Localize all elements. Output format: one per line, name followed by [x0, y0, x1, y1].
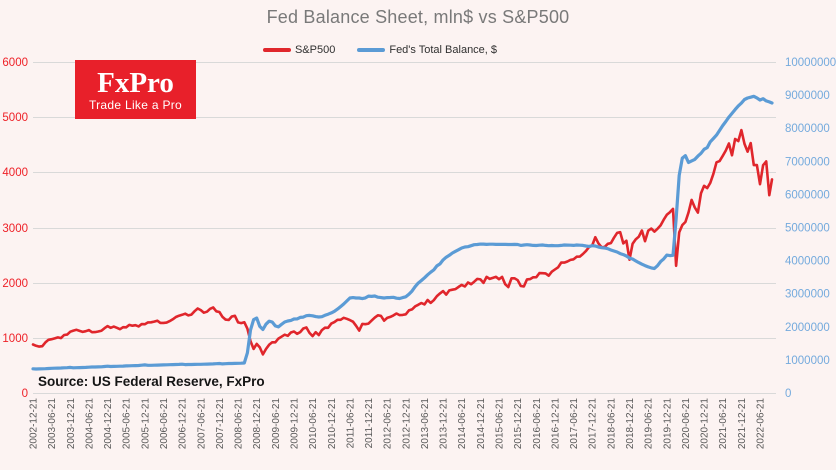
fxpro-logo-wordmark: FxPro — [97, 66, 174, 99]
x-axis-tick-label: 2011-06-21 — [345, 398, 356, 449]
chart-legend: S&P500 Fed's Total Balance, $ — [0, 44, 760, 56]
x-axis-tick-label: 2004-12-21 — [103, 398, 114, 450]
x-axis-tick-label: 2004-06-21 — [84, 398, 95, 450]
left-axis-tick-label: 2000 — [2, 278, 28, 290]
sp500-line-swatch — [262, 48, 291, 52]
x-axis-tick-label: 2020-12-21 — [700, 398, 711, 450]
legend-item-fed-balance: Fed's Total Balance, $ — [357, 44, 497, 56]
left-axis-tick-label: 1000 — [2, 333, 28, 345]
x-axis-tick-label: 2017-06-21 — [569, 398, 580, 450]
x-axis-tick-label: 2003-06-21 — [47, 398, 58, 450]
x-axis-tick-label: 2022-06-21 — [756, 398, 767, 450]
x-axis-tick-label: 2007-06-21 — [196, 398, 207, 450]
x-axis-tick-label: 2015-12-21 — [513, 398, 524, 450]
x-axis-tick-label: 2014-12-21 — [476, 398, 487, 450]
x-axis-tick-label: 2002-12-21 — [29, 398, 40, 450]
x-axis-tick-label: 2021-06-21 — [718, 398, 729, 450]
left-axis-tick-label: 0 — [22, 388, 28, 400]
x-axis-tick-label: 2005-06-21 — [122, 398, 133, 450]
x-axis-tick-label: 2012-06-21 — [383, 398, 394, 450]
right-axis-tick-label: 6000000 — [785, 189, 830, 201]
source-note: Source: US Federal Reserve, FxPro — [38, 374, 265, 389]
right-axis-tick-label: 7000000 — [785, 156, 830, 168]
fed-balance-line-swatch — [357, 48, 386, 52]
x-axis-tick-label: 2021-12-21 — [737, 398, 748, 450]
x-axis-tick-label: 2013-06-21 — [420, 398, 431, 450]
fxpro-logo-tagline: Trade Like a Pro — [88, 97, 183, 112]
left-axis-tick-label: 6000 — [2, 57, 28, 69]
right-axis-tick-label: 8000000 — [785, 123, 830, 135]
x-axis-tick-label: 2006-12-21 — [178, 398, 189, 450]
x-axis-tick-label: 2011-12-21 — [364, 398, 375, 449]
right-axis-tick-label: 9000000 — [785, 90, 830, 102]
x-axis-tick-label: 2017-12-21 — [588, 398, 599, 450]
x-axis-tick-label: 2015-06-21 — [495, 398, 506, 450]
fxpro-logo: FxPro Trade Like a Pro — [75, 60, 196, 119]
x-axis-tick-label: 2009-06-21 — [271, 398, 282, 450]
legend-label-sp500: S&P500 — [294, 44, 336, 56]
right-axis-tick-label: 4000000 — [785, 256, 830, 268]
x-axis-tick-label: 2006-06-21 — [159, 398, 170, 450]
x-axis-tick-label: 2008-06-21 — [234, 398, 245, 450]
x-axis-tick-label: 2007-12-21 — [215, 398, 226, 450]
x-axis-tick-label: 2013-12-21 — [439, 398, 450, 450]
x-axis-tick-label: 2016-06-21 — [532, 398, 543, 450]
left-axis-tick-label: 5000 — [2, 112, 28, 124]
chart-title: Fed Balance Sheet, mln$ vs S&P500 — [266, 7, 570, 27]
left-axis-tick-label: 4000 — [2, 167, 28, 179]
x-axis-tick-label: 2005-12-21 — [140, 398, 151, 450]
series-line-sp500 — [31, 128, 774, 356]
x-axis-tick-label: 2016-12-21 — [550, 398, 561, 450]
x-axis-tick-label: 2010-12-21 — [327, 398, 338, 450]
x-axis-tick-label: 2012-12-21 — [401, 398, 412, 450]
x-axis-tick-label: 2008-12-21 — [252, 398, 263, 450]
x-axis-tick-label: 2019-06-21 — [644, 398, 655, 450]
legend-item-sp500: S&P500 — [262, 44, 336, 56]
x-axis-tick-label: 2010-06-21 — [308, 398, 319, 450]
legend-label-fed-balance: Fed's Total Balance, $ — [389, 44, 498, 56]
x-axis-tick-label: 2018-06-21 — [606, 398, 617, 450]
series-line-fed-balance — [31, 94, 774, 371]
axis-labels: 0 1000 2000 3000 4000 5000 6000 0 1000000 2000000… — [2, 57, 836, 400]
right-axis-tick-label: 3000000 — [785, 289, 830, 301]
right-axis-tick-label: 10000000 — [785, 57, 836, 69]
x-axis-tick-label: 2020-06-21 — [681, 398, 692, 450]
x-axis-tick-label: 2009-12-21 — [289, 398, 300, 450]
x-axis-labels: 2002-12-21 2003-06-21 2003-12-21 2004-06-21… — [29, 398, 767, 450]
x-axis-tick-label: 2019-12-21 — [662, 398, 673, 450]
left-axis-tick-label: 3000 — [2, 223, 28, 235]
x-axis-tick-label: 2003-12-21 — [66, 398, 77, 450]
x-axis-tick-label: 2014-06-21 — [457, 398, 468, 450]
right-axis-tick-label: 5000000 — [785, 223, 830, 235]
right-axis-tick-label: 1000000 — [785, 355, 830, 367]
right-axis-tick-label: 0 — [785, 388, 791, 400]
right-axis-tick-label: 2000000 — [785, 322, 830, 334]
x-axis-tick-label: 2018-12-21 — [625, 398, 636, 450]
